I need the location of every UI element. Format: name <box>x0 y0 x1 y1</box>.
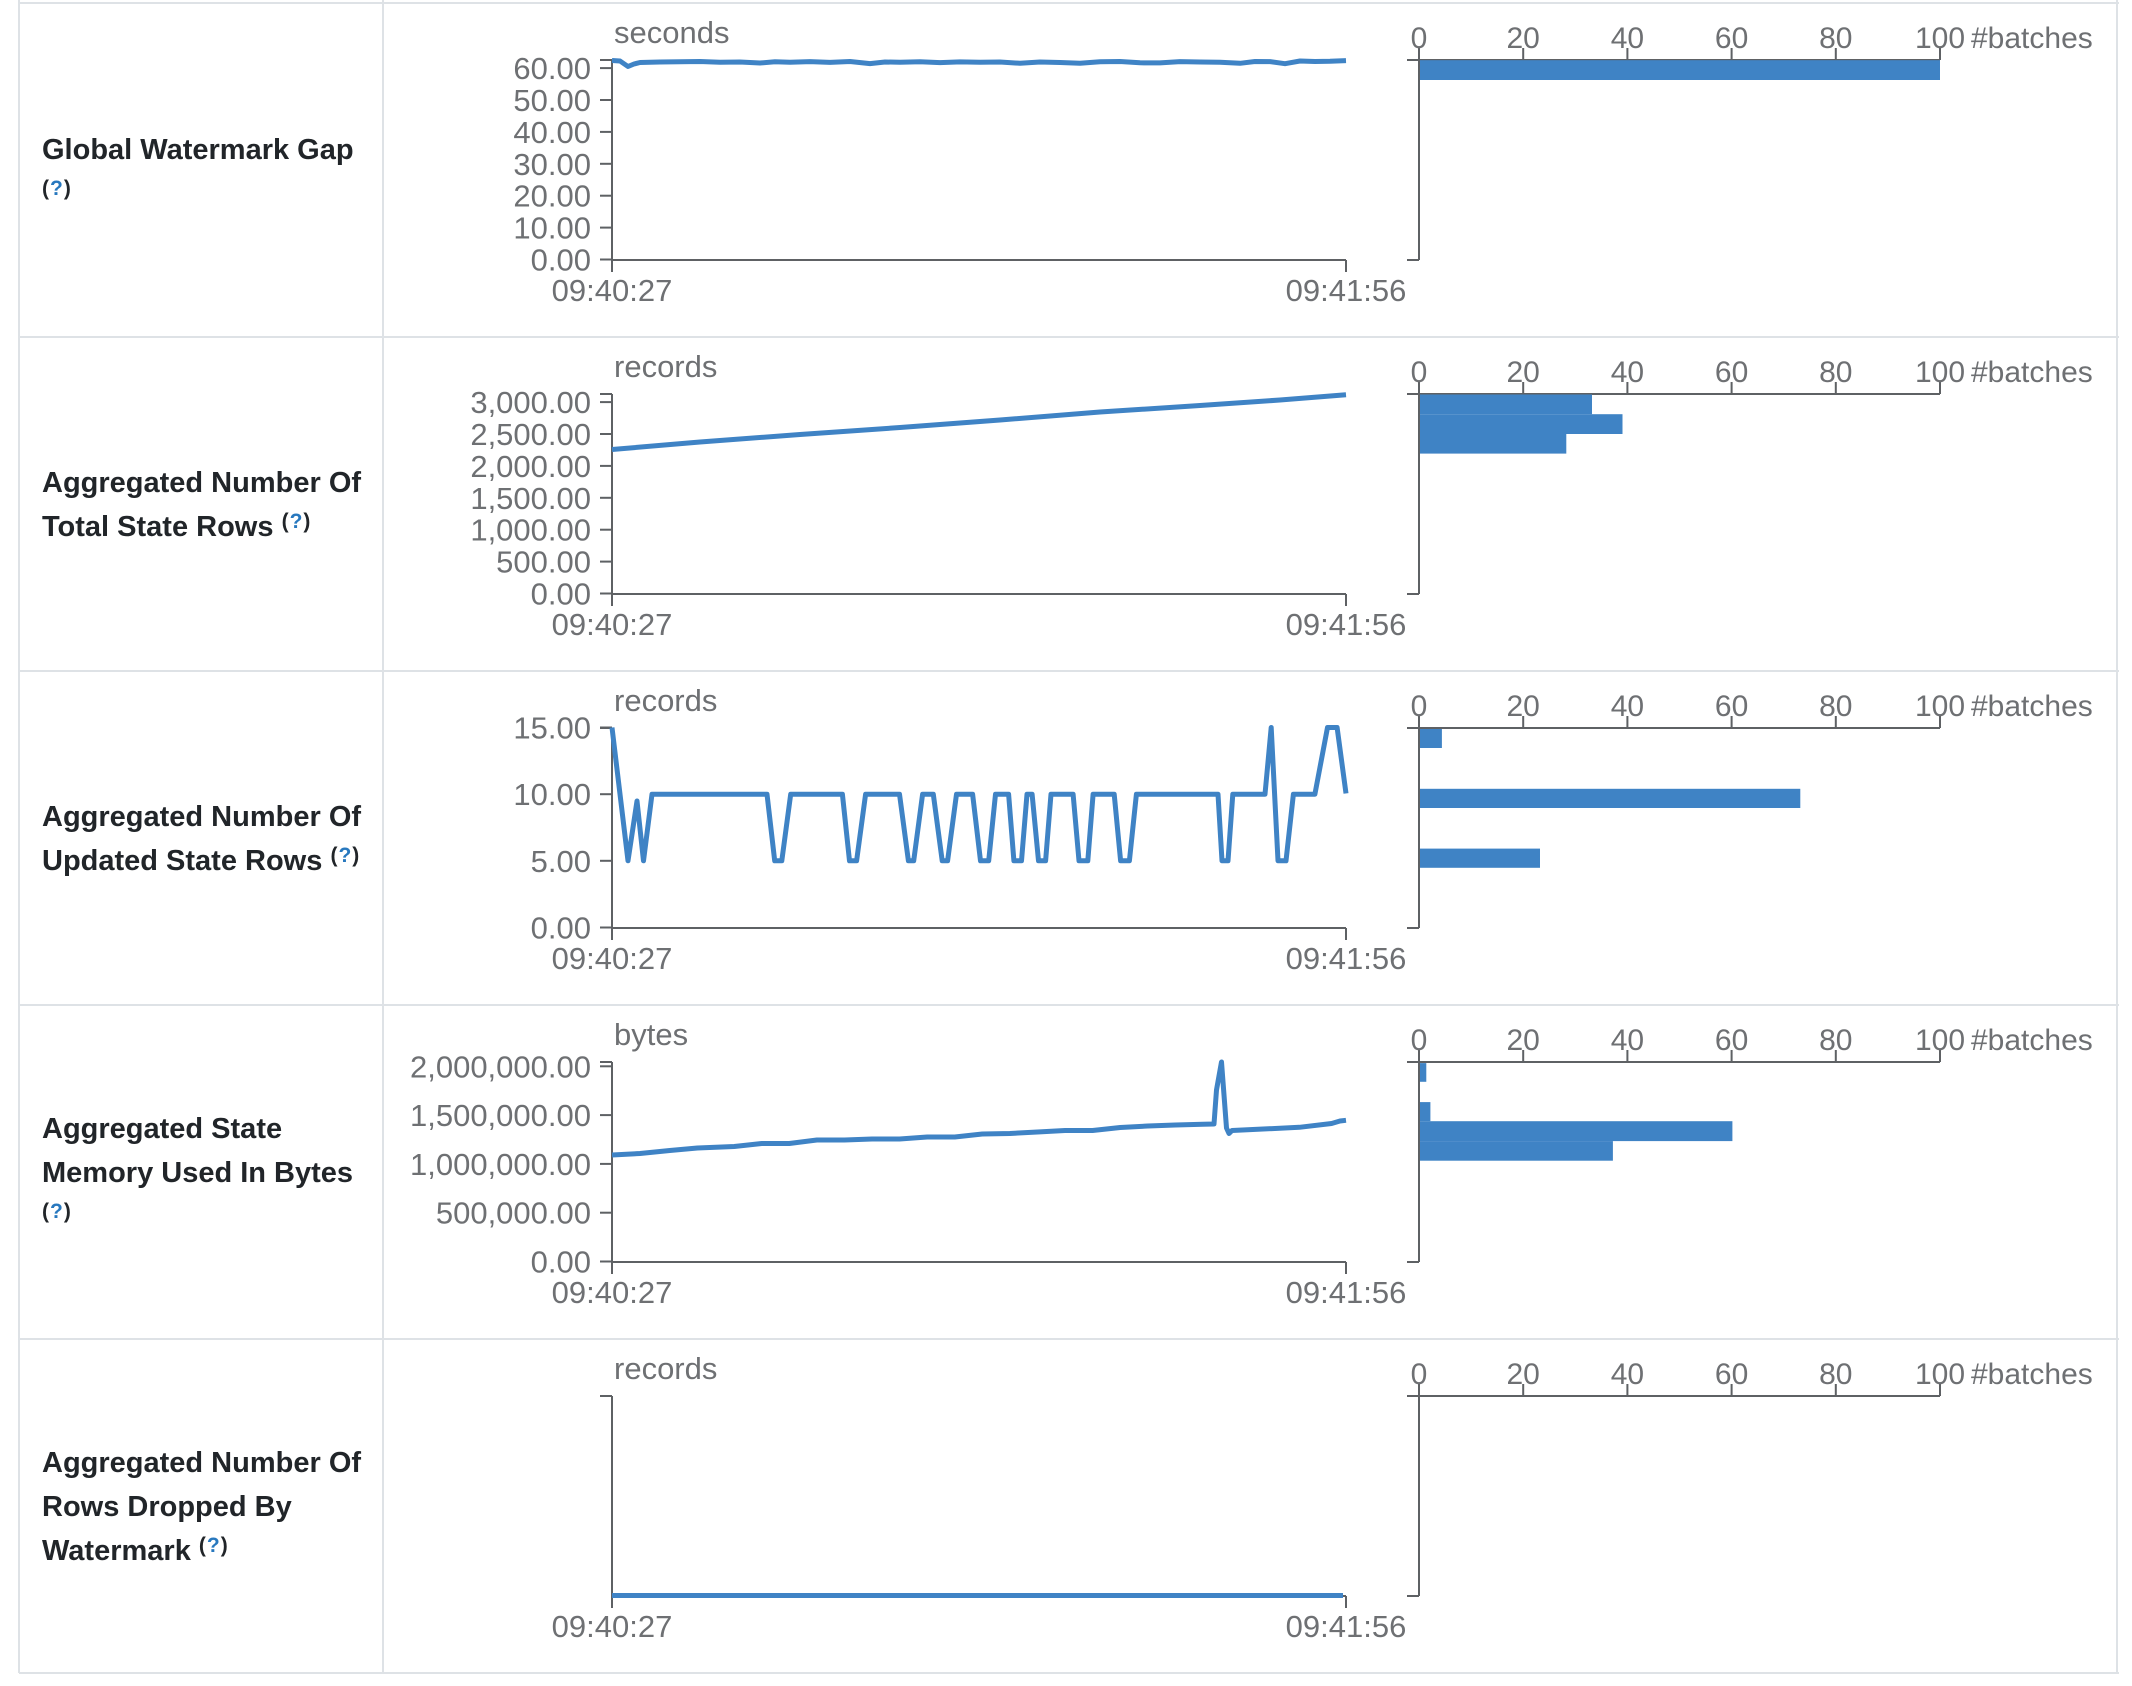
svg-text:60: 60 <box>1715 690 1748 723</box>
svg-text:09:40:27: 09:40:27 <box>552 607 673 642</box>
svg-text:20.00: 20.00 <box>513 179 591 214</box>
svg-text:0: 0 <box>1411 690 1428 723</box>
svg-text:#batches: #batches <box>1971 1024 2093 1057</box>
svg-text:10.00: 10.00 <box>513 777 591 812</box>
svg-text:3,000.00: 3,000.00 <box>470 385 591 420</box>
svg-text:09:41:56: 09:41:56 <box>1286 941 1407 976</box>
svg-text:40: 40 <box>1611 1024 1644 1057</box>
svg-text:09:41:56: 09:41:56 <box>1286 1609 1407 1644</box>
svg-text:1,500.00: 1,500.00 <box>470 481 591 516</box>
svg-text:80: 80 <box>1819 22 1852 55</box>
svg-text:100: 100 <box>1915 1024 1965 1057</box>
svg-text:40.00: 40.00 <box>513 115 591 150</box>
svg-text:15.00: 15.00 <box>513 711 591 746</box>
svg-text:#batches: #batches <box>1971 690 2093 723</box>
svg-text:#batches: #batches <box>1971 22 2093 55</box>
svg-text:1,000,000.00: 1,000,000.00 <box>410 1147 591 1182</box>
svg-text:30.00: 30.00 <box>513 147 591 182</box>
svg-text:0: 0 <box>1411 1358 1428 1391</box>
svg-text:09:41:56: 09:41:56 <box>1286 1275 1407 1310</box>
svg-text:2,000,000.00: 2,000,000.00 <box>410 1049 591 1084</box>
svg-text:20: 20 <box>1507 690 1540 723</box>
svg-text:20: 20 <box>1507 356 1540 389</box>
svg-text:09:41:56: 09:41:56 <box>1286 607 1407 642</box>
svg-text:100: 100 <box>1915 690 1965 723</box>
svg-text:50.00: 50.00 <box>513 83 591 118</box>
svg-text:80: 80 <box>1819 1358 1852 1391</box>
svg-text:500.00: 500.00 <box>496 545 591 580</box>
svg-text:60: 60 <box>1715 22 1748 55</box>
svg-text:09:40:27: 09:40:27 <box>552 941 673 976</box>
svg-text:5.00: 5.00 <box>531 844 591 879</box>
svg-text:1,500,000.00: 1,500,000.00 <box>410 1098 591 1133</box>
svg-text:100: 100 <box>1915 22 1965 55</box>
svg-text:bytes: bytes <box>614 1017 688 1052</box>
svg-text:records: records <box>614 1351 717 1386</box>
svg-text:09:40:27: 09:40:27 <box>552 273 673 308</box>
svg-text:80: 80 <box>1819 356 1852 389</box>
svg-text:2,000.00: 2,000.00 <box>470 449 591 484</box>
svg-text:0.00: 0.00 <box>531 1245 591 1280</box>
svg-text:80: 80 <box>1819 1024 1852 1057</box>
svg-text:09:41:56: 09:41:56 <box>1286 273 1407 308</box>
svg-text:0: 0 <box>1411 356 1428 389</box>
svg-text:1,000.00: 1,000.00 <box>470 513 591 548</box>
svg-text:seconds: seconds <box>614 15 729 50</box>
svg-text:40: 40 <box>1611 356 1644 389</box>
svg-text:records: records <box>614 683 717 718</box>
svg-text:09:40:27: 09:40:27 <box>552 1275 673 1310</box>
svg-text:0.00: 0.00 <box>531 577 591 612</box>
svg-text:60: 60 <box>1715 356 1748 389</box>
svg-text:100: 100 <box>1915 1358 1965 1391</box>
svg-text:40: 40 <box>1611 22 1644 55</box>
svg-text:60: 60 <box>1715 1024 1748 1057</box>
svg-text:100: 100 <box>1915 356 1965 389</box>
svg-text:80: 80 <box>1819 690 1852 723</box>
svg-text:09:40:27: 09:40:27 <box>552 1609 673 1644</box>
svg-text:0.00: 0.00 <box>531 911 591 946</box>
svg-text:10.00: 10.00 <box>513 211 591 246</box>
svg-text:records: records <box>614 349 717 384</box>
svg-text:20: 20 <box>1507 22 1540 55</box>
svg-text:#batches: #batches <box>1971 1358 2093 1391</box>
svg-text:500,000.00: 500,000.00 <box>436 1196 591 1231</box>
svg-text:40: 40 <box>1611 1358 1644 1391</box>
svg-text:40: 40 <box>1611 690 1644 723</box>
svg-text:0: 0 <box>1411 1024 1428 1057</box>
svg-text:2,500.00: 2,500.00 <box>470 417 591 452</box>
svg-text:20: 20 <box>1507 1024 1540 1057</box>
svg-text:0.00: 0.00 <box>531 243 591 278</box>
svg-text:0: 0 <box>1411 22 1428 55</box>
svg-text:#batches: #batches <box>1971 356 2093 389</box>
svg-text:20: 20 <box>1507 1358 1540 1391</box>
svg-text:60: 60 <box>1715 1358 1748 1391</box>
svg-text:60.00: 60.00 <box>513 51 591 86</box>
